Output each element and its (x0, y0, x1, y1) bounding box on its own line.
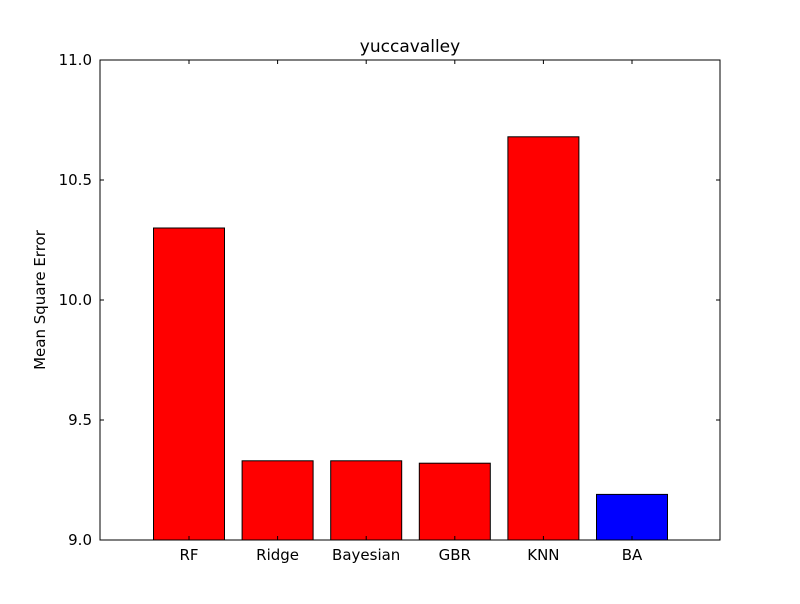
x-tick-label: BA (622, 546, 643, 564)
chart-title: yuccavalley (360, 37, 460, 57)
bar-ridge (241, 460, 314, 541)
x-tick-label: RF (179, 546, 198, 564)
bar-knn (507, 136, 580, 541)
y-tick-label: 10.0 (59, 291, 92, 309)
bars-layer (153, 136, 668, 541)
y-tick-label: 9.0 (68, 531, 92, 549)
y-tick-label: 9.5 (68, 411, 92, 429)
bar-ba (596, 493, 668, 541)
plot-frame (99, 59, 721, 541)
bar-rf (153, 227, 225, 541)
x-tick-label: GBR (439, 546, 471, 564)
y-tick-label: 10.5 (59, 171, 92, 189)
x-tick-label: KNN (527, 546, 559, 564)
y-tick-label: 11.0 (59, 51, 92, 69)
y-axis-label: Mean Square Error (31, 229, 49, 370)
x-tick-label: Ridge (256, 546, 299, 564)
ticks-layer: RF Ridge Bayesian GBR KNN BA 9.0 9.5 10.0 10.5 11.… (59, 51, 720, 564)
bar-bayesian (330, 460, 403, 541)
x-tick-label: Bayesian (332, 546, 400, 564)
bar-gbr (418, 462, 491, 541)
